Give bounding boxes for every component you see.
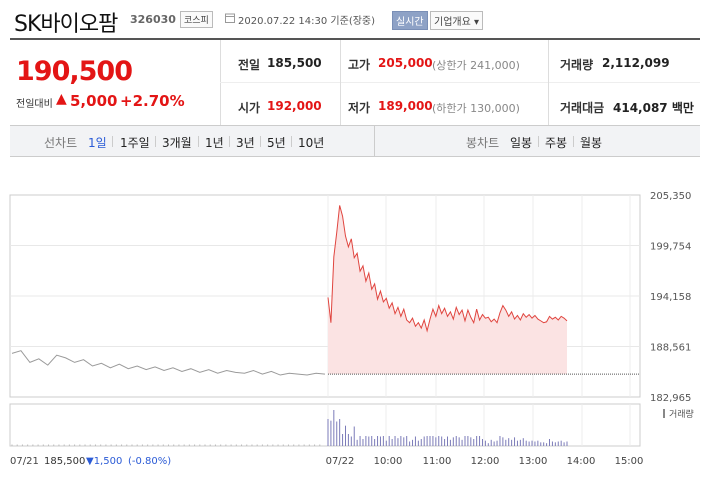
open-label: 시가 [238, 101, 261, 115]
chart-axis: 205,350 199,754 194,158 188,561 182,965 07/22… [326, 191, 692, 467]
divider [260, 136, 261, 147]
divider [291, 136, 292, 147]
tab-daily[interactable]: 일봉 [510, 136, 533, 150]
lower-limit: (하한가 130,000) [432, 102, 520, 115]
open-value: 192,000 [267, 99, 322, 113]
change-percent: +2.70% [120, 92, 185, 110]
prev-day-line [11, 350, 326, 376]
change-label: 전일대비 [16, 99, 53, 110]
divider [229, 136, 230, 147]
tab-weekly[interactable]: 주봉 [545, 136, 568, 150]
y-tick-label: 182,965 [650, 393, 691, 404]
tab-5y[interactable]: 5년 [267, 136, 286, 150]
stock-name: SK바이오팜 [14, 12, 118, 37]
volume-legend-marker [663, 409, 665, 418]
divider [573, 136, 574, 147]
price-panel: 190,500 전일대비 ▲ 5,000 +2.70% 전일 185,500 시… [10, 38, 700, 126]
high-label: 고가 [348, 58, 371, 72]
market-badge: 코스피 [180, 11, 213, 28]
tab-1d[interactable]: 1일 [88, 136, 107, 150]
divider [198, 136, 199, 147]
realtime-button[interactable]: 실시간 [392, 11, 428, 30]
today-area [328, 205, 567, 375]
stock-code: 326030 [130, 13, 176, 26]
chart-tab-bar: 선차트 1일 1주일 3개월 1년 3년 5년 10년 봉차트 일봉 주봉 월봉 [10, 126, 700, 157]
x-tick-label: 07/21 [10, 456, 39, 467]
y-tick-label: 199,754 [650, 242, 691, 253]
divider [112, 136, 113, 147]
current-price: 190,500 [16, 56, 133, 87]
prev-close-footer: 185,500 [44, 456, 85, 467]
x-tick-label: 14:00 [567, 456, 596, 467]
today-line [327, 205, 568, 333]
trade-amount-label: 거래대금 [560, 101, 605, 115]
divider [220, 82, 700, 83]
divider [340, 40, 341, 125]
x-tick-label: 12:00 [471, 456, 500, 467]
price-summary: 190,500 전일대비 ▲ 5,000 +2.70% [10, 40, 221, 125]
up-arrow-icon: ▲ [56, 91, 67, 107]
high-value: 205,000 [378, 56, 433, 70]
tab-1w[interactable]: 1주일 [120, 136, 150, 150]
company-overview-button[interactable]: 기업개요 ▾ [430, 11, 483, 30]
y-tick-label: 188,561 [650, 343, 691, 354]
volume-label: 거래량 [560, 58, 594, 72]
prev-close-value: 185,500 [267, 56, 322, 70]
change-amount: 5,000 [70, 92, 118, 110]
divider [155, 136, 156, 147]
chart-grid [9, 194, 641, 447]
y-tick-label: 205,350 [650, 191, 691, 202]
volume-legend-label: 거래량 [669, 408, 694, 420]
line-chart-label: 선차트 [44, 136, 78, 150]
prev-pct-footer: (-0.80%) [128, 456, 171, 467]
divider [548, 40, 549, 125]
x-tick-label: 10:00 [374, 456, 403, 467]
divider [538, 136, 539, 147]
datetime: 2020.07.22 14:30 기준(장중) [238, 16, 376, 27]
prev-close-label: 전일 [238, 58, 261, 72]
tab-3y[interactable]: 3년 [236, 136, 255, 150]
upper-limit: (상한가 241,000) [432, 59, 520, 72]
low-value: 189,000 [378, 99, 433, 113]
tab-1y[interactable]: 1년 [205, 136, 224, 150]
tab-3m[interactable]: 3개월 [162, 136, 192, 150]
x-tick-label: 13:00 [519, 456, 548, 467]
divider [374, 126, 375, 156]
clock-icon [225, 13, 235, 23]
volume-bars [11, 410, 568, 446]
low-label: 저가 [348, 101, 371, 115]
x-tick-label: 07/22 [326, 456, 355, 467]
trade-amount-value: 414,087 백만 [613, 101, 694, 115]
volume-frame [9, 403, 641, 447]
volume-value: 2,112,099 [602, 56, 670, 70]
tab-monthly[interactable]: 월봉 [580, 136, 603, 150]
y-tick-label: 194,158 [650, 292, 691, 303]
tab-10y[interactable]: 10년 [298, 136, 325, 150]
candle-chart-label: 봉차트 [466, 136, 500, 150]
x-tick-label: 15:00 [615, 456, 644, 467]
chart-series [11, 205, 640, 376]
prev-change-footer: ▼1,500 [86, 456, 122, 467]
x-tick-label: 11:00 [423, 456, 452, 467]
